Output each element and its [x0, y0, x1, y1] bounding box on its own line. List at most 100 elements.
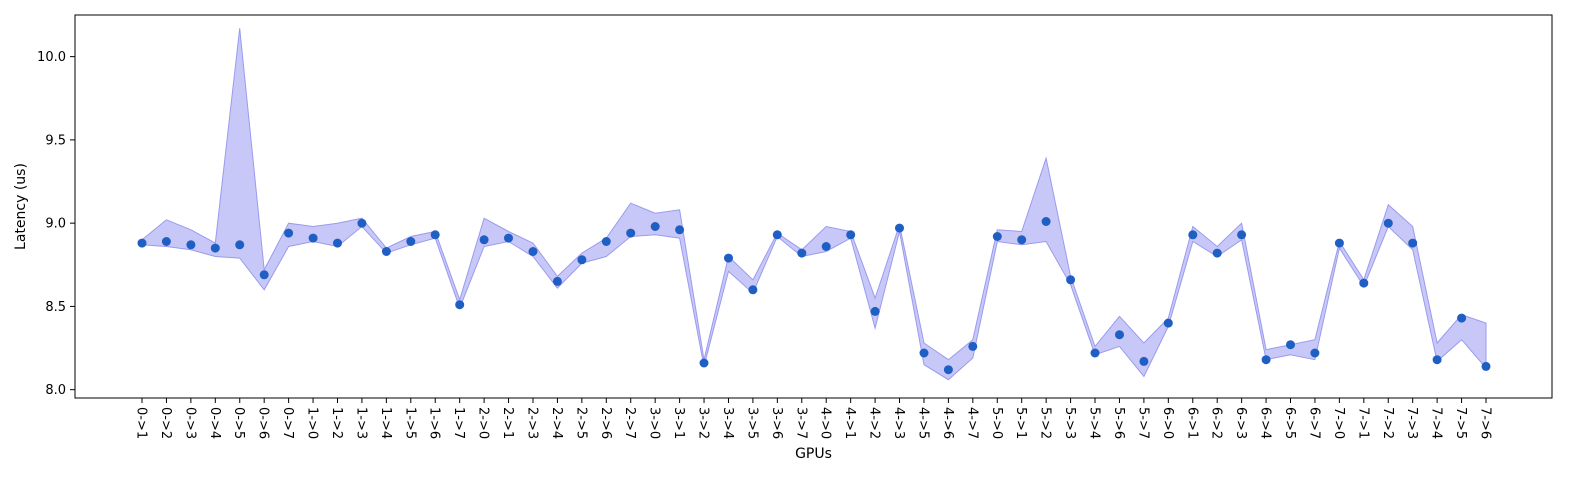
x-tick-label: 6->3	[1233, 407, 1248, 439]
data-point	[186, 240, 196, 250]
x-tick-label: 3->1	[671, 407, 686, 439]
x-tick-label: 0->3	[182, 407, 197, 439]
band-layer	[141, 28, 1487, 381]
x-tick-label: 2->1	[500, 407, 515, 439]
x-tick-label: 7->1	[1355, 407, 1370, 439]
x-tick-label: 3->0	[647, 407, 662, 439]
data-point	[552, 276, 562, 286]
data-point	[333, 238, 342, 248]
data-point	[1090, 348, 1100, 358]
x-tick-label: 3->2	[696, 407, 711, 439]
x-tick-label: 4->0	[818, 407, 833, 439]
x-tick-label: 5->3	[1062, 407, 1077, 439]
x-tick-label: 0->2	[158, 407, 173, 439]
data-point	[357, 218, 367, 228]
data-point	[601, 237, 611, 246]
data-point	[455, 300, 465, 310]
data-point	[675, 225, 685, 235]
data-point	[210, 243, 220, 253]
x-tick-label: 6->4	[1258, 407, 1273, 439]
x-tick-label: 7->4	[1429, 407, 1444, 439]
data-point	[1383, 218, 1393, 228]
data-point	[1261, 355, 1271, 365]
x-tick-label: 1->7	[451, 407, 466, 439]
x-tick-label: 4->6	[940, 407, 955, 439]
x-tick-label: 5->0	[989, 407, 1004, 439]
x-tick-label: 1->0	[305, 407, 320, 439]
x-tick-label: 0->1	[134, 407, 149, 439]
x-tick-label: 2->6	[598, 407, 613, 439]
x-tick-label: 7->3	[1404, 407, 1419, 439]
data-point	[1212, 248, 1222, 258]
data-point	[968, 341, 978, 351]
data-point	[1139, 356, 1149, 366]
data-point	[430, 230, 440, 240]
x-axis: 0->1 0->2 0->3 0->4 0->5 0->6 0->7 1->0 1->2 1->3…	[134, 398, 1493, 439]
data-point	[650, 222, 660, 231]
data-point	[1188, 230, 1198, 240]
data-point	[1310, 348, 1320, 358]
data-point	[724, 253, 733, 263]
x-tick-label: 4->5	[915, 407, 930, 439]
data-point	[1408, 238, 1418, 248]
data-point	[846, 230, 856, 240]
data-point	[577, 255, 587, 265]
data-point	[1432, 355, 1442, 365]
x-tick-label: 4->3	[891, 407, 906, 439]
data-point	[919, 348, 929, 358]
data-point	[161, 237, 171, 246]
y-tick-label: 10.0	[37, 50, 66, 65]
data-point	[504, 233, 513, 243]
x-tick-label: 7->0	[1331, 407, 1346, 439]
y-axis-title: Latency (us)	[13, 163, 29, 250]
data-point	[1359, 278, 1369, 288]
data-point	[1017, 235, 1027, 245]
x-axis-title: GPUs	[795, 446, 832, 462]
y-tick-label: 8.0	[45, 383, 66, 398]
x-tick-label: 1->4	[378, 407, 393, 439]
x-tick-label: 2->3	[524, 407, 539, 439]
data-point	[748, 285, 758, 295]
x-tick-label: 4->7	[964, 407, 979, 439]
x-tick-label: 3->7	[793, 407, 808, 439]
x-tick-label: 4->1	[842, 407, 857, 439]
x-tick-label: 2->7	[622, 407, 637, 439]
x-tick-label: 5->1	[1013, 407, 1028, 439]
x-tick-label: 0->7	[280, 407, 295, 439]
points-layer	[137, 217, 1491, 375]
data-point	[1163, 318, 1173, 328]
x-tick-label: 7->6	[1478, 407, 1493, 439]
data-point	[1041, 217, 1051, 226]
data-point	[797, 248, 807, 258]
x-tick-label: 7->2	[1380, 407, 1395, 439]
x-tick-label: 6->5	[1282, 407, 1297, 439]
x-tick-label: 6->2	[1209, 407, 1224, 439]
y-tick-label: 8.5	[45, 300, 66, 315]
data-point	[1115, 330, 1124, 340]
x-tick-label: 1->2	[329, 407, 344, 439]
data-point	[772, 230, 782, 240]
data-point	[1481, 361, 1491, 371]
y-tick-label: 9.5	[45, 133, 66, 148]
x-tick-label: 5->2	[1038, 407, 1053, 439]
data-point	[406, 237, 416, 246]
y-tick-label: 9.0	[45, 217, 66, 232]
x-tick-label: 1->5	[402, 407, 417, 439]
data-point	[528, 247, 538, 256]
x-tick-label: 3->6	[769, 407, 784, 439]
data-point	[626, 228, 636, 238]
x-tick-label: 5->6	[1111, 407, 1126, 439]
data-point	[259, 270, 269, 280]
data-point	[381, 247, 391, 256]
data-point	[1457, 313, 1467, 323]
data-point	[870, 306, 880, 316]
y-axis: 8.0 8.5 9.0 9.5 10.0	[37, 50, 75, 398]
data-point	[479, 235, 489, 245]
data-point	[1286, 340, 1295, 350]
data-point	[137, 238, 147, 248]
data-point	[821, 242, 831, 251]
data-point	[895, 223, 904, 233]
x-tick-label: 6->0	[1160, 407, 1175, 439]
x-tick-label: 2->5	[573, 407, 588, 439]
